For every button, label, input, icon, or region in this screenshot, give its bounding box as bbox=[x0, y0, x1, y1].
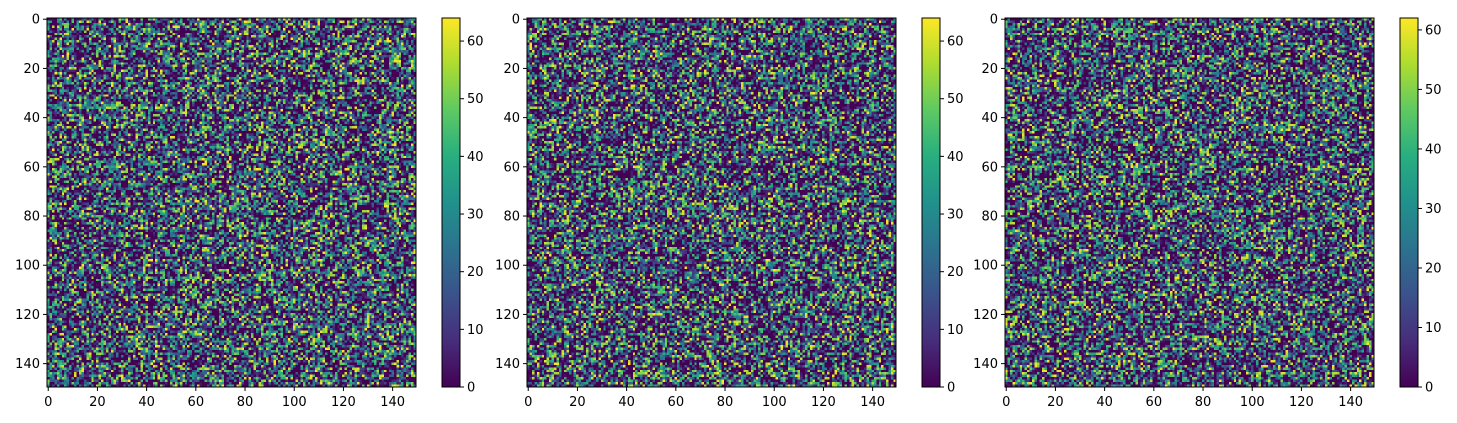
colorbar-tick-label: 0 bbox=[1425, 381, 1433, 396]
y-tick-label: 60 bbox=[23, 160, 40, 175]
y-tick-label: 40 bbox=[23, 111, 40, 126]
x-tick-label: 80 bbox=[717, 395, 734, 410]
x-tick-label: 60 bbox=[668, 395, 685, 410]
colorbar-tick-label: 20 bbox=[947, 265, 964, 280]
x-tick-label: 40 bbox=[618, 395, 635, 410]
colorbar-tick-label: 60 bbox=[1425, 23, 1442, 38]
y-tick-label: 120 bbox=[15, 308, 40, 323]
colorbar-tick-label: 60 bbox=[467, 35, 484, 50]
x-tick-label: 0 bbox=[1002, 395, 1010, 410]
y-tick-label: 0 bbox=[32, 13, 40, 28]
y-tick-label: 20 bbox=[23, 62, 40, 77]
heatmap-image bbox=[47, 18, 416, 387]
heatmap-panel-1: 0 20 40 60 80 100 120 140 0 20 40 60 80 100 120 140 0 10 2… bbox=[15, 13, 483, 410]
x-tick-label: 120 bbox=[1289, 395, 1314, 410]
colorbar-tick-label: 10 bbox=[947, 323, 964, 338]
x-tick-label: 40 bbox=[138, 395, 155, 410]
x-tick-label: 80 bbox=[237, 395, 254, 410]
y-tick-label: 140 bbox=[15, 357, 40, 372]
x-tick-label: 100 bbox=[762, 395, 787, 410]
x-tick-label: 140 bbox=[860, 395, 885, 410]
y-tick-label: 40 bbox=[503, 111, 520, 126]
colorbar bbox=[442, 18, 460, 387]
colorbar-tick-label: 50 bbox=[467, 92, 484, 107]
y-tick-label: 120 bbox=[495, 308, 520, 323]
y-tick-label: 0 bbox=[512, 13, 520, 28]
x-tick-label: 140 bbox=[1338, 395, 1363, 410]
colorbar-tick-label: 10 bbox=[467, 323, 484, 338]
colorbar-tick-label: 50 bbox=[947, 92, 964, 107]
y-tick-label: 20 bbox=[503, 62, 520, 77]
colorbar-tick-label: 20 bbox=[467, 265, 484, 280]
x-tick-label: 120 bbox=[331, 395, 356, 410]
y-tick-label: 100 bbox=[495, 259, 520, 274]
y-tick-label: 100 bbox=[15, 259, 40, 274]
x-tick-label: 0 bbox=[44, 395, 52, 410]
colorbar-tick-label: 30 bbox=[1425, 202, 1442, 217]
x-tick-label: 100 bbox=[1240, 395, 1265, 410]
x-tick-label: 40 bbox=[1096, 395, 1113, 410]
y-tick-label: 0 bbox=[990, 13, 998, 28]
colorbar-tick-label: 60 bbox=[947, 35, 964, 50]
y-tick-label: 60 bbox=[981, 160, 998, 175]
x-tick-label: 100 bbox=[282, 395, 307, 410]
colorbar-tick-label: 20 bbox=[1425, 261, 1442, 276]
x-tick-label: 80 bbox=[1195, 395, 1212, 410]
x-tick-label: 0 bbox=[524, 395, 532, 410]
x-tick-label: 60 bbox=[188, 395, 205, 410]
heatmap-panel-3: 0 20 40 60 80 100 120 140 0 20 40 60 80 100 120 140 0 10 2… bbox=[973, 13, 1441, 410]
colorbar bbox=[1400, 18, 1418, 387]
colorbar-tick-label: 40 bbox=[1425, 142, 1442, 157]
y-tick-label: 20 bbox=[981, 62, 998, 77]
x-tick-label: 60 bbox=[1146, 395, 1163, 410]
heatmap-image bbox=[1005, 18, 1374, 387]
colorbar-tick-label: 30 bbox=[467, 208, 484, 223]
y-tick-label: 60 bbox=[503, 160, 520, 175]
colorbar-tick-label: 0 bbox=[467, 381, 475, 396]
y-tick-label: 140 bbox=[495, 357, 520, 372]
colorbar-tick-label: 40 bbox=[947, 150, 964, 165]
x-tick-label: 20 bbox=[89, 395, 106, 410]
colorbar-tick-label: 50 bbox=[1425, 83, 1442, 98]
y-tick-label: 80 bbox=[981, 210, 998, 225]
colorbar-tick-label: 10 bbox=[1425, 321, 1442, 336]
x-tick-label: 140 bbox=[380, 395, 405, 410]
colorbar-tick-label: 30 bbox=[947, 208, 964, 223]
y-tick-label: 80 bbox=[23, 210, 40, 225]
x-tick-label: 120 bbox=[811, 395, 836, 410]
colorbar-tick-label: 40 bbox=[467, 150, 484, 165]
colorbar bbox=[922, 18, 940, 387]
x-tick-label: 20 bbox=[569, 395, 586, 410]
y-tick-label: 40 bbox=[981, 111, 998, 126]
y-tick-label: 100 bbox=[973, 259, 998, 274]
heatmap-image bbox=[527, 18, 896, 387]
colorbar-tick-label: 0 bbox=[947, 381, 955, 396]
y-tick-label: 140 bbox=[973, 357, 998, 372]
x-tick-label: 20 bbox=[1047, 395, 1064, 410]
y-tick-label: 80 bbox=[503, 210, 520, 225]
heatmap-panel-2: 0 20 40 60 80 100 120 140 0 20 40 60 80 100 120 140 0 10 2… bbox=[495, 13, 963, 410]
y-tick-label: 120 bbox=[973, 308, 998, 323]
